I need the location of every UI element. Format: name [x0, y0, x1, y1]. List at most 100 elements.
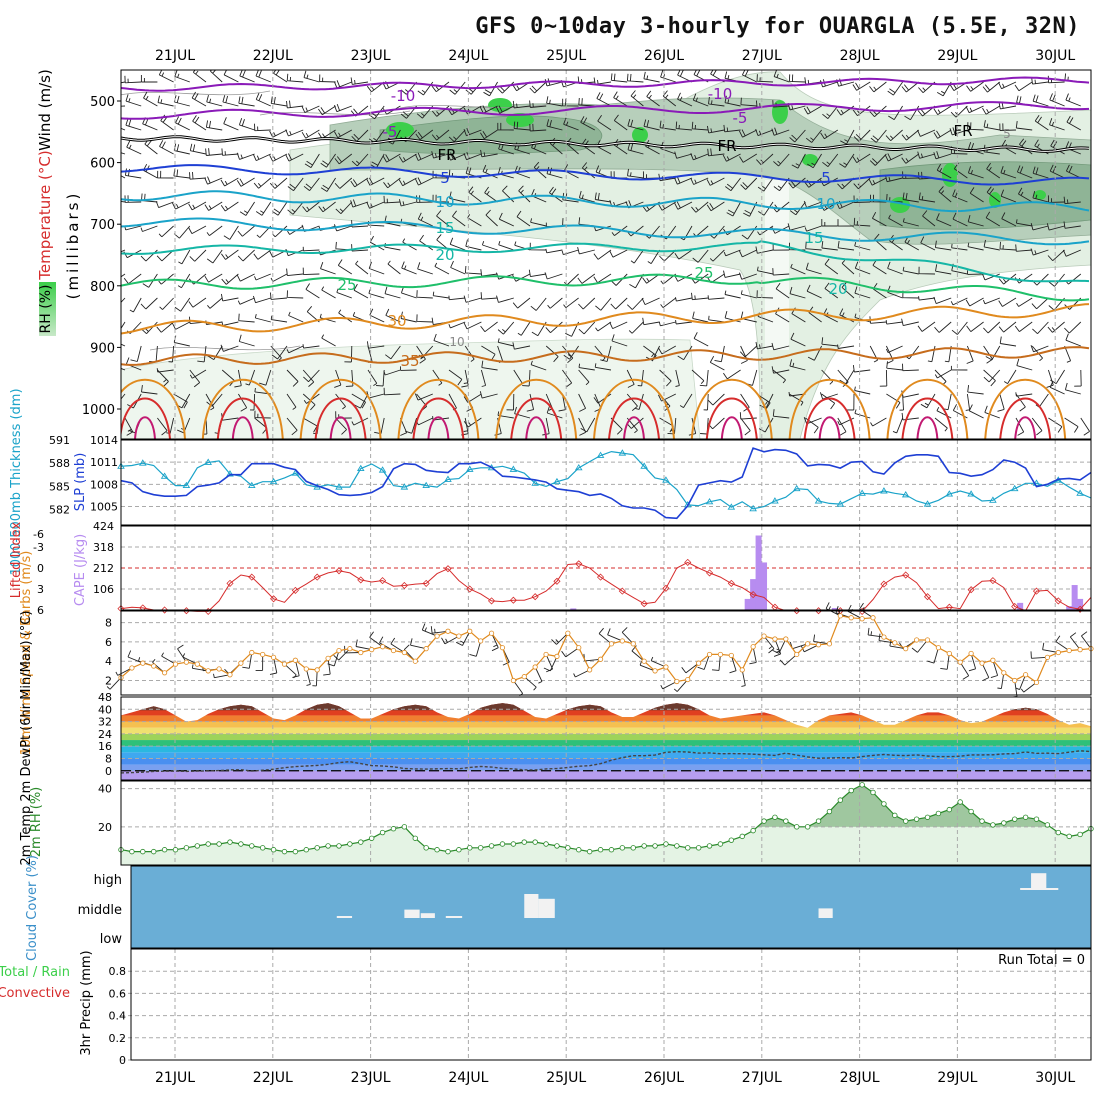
wind-speed-point [337, 648, 341, 652]
wind-barb [254, 250, 271, 259]
wind-speed-point [500, 645, 504, 649]
rh-point [555, 844, 560, 849]
wind-speed-point [609, 642, 613, 646]
rh-point [446, 849, 451, 854]
rh-point [511, 842, 516, 847]
rh-point [871, 790, 876, 795]
wind-barb [595, 298, 611, 310]
wind-barb [464, 296, 481, 303]
rh-point [740, 834, 745, 839]
wind-barb [190, 250, 206, 261]
contour-label: 10 [449, 335, 464, 349]
contour-surface-loop [820, 417, 840, 439]
wind-barb [708, 394, 724, 405]
lifted-index-line [121, 562, 1091, 611]
wind-barb [481, 292, 498, 299]
temp-band [121, 697, 1091, 703]
rh-point [860, 783, 865, 788]
day-label-bottom: 26JUL [644, 1070, 684, 1086]
wind-barb [611, 73, 627, 82]
wind-barb [1043, 643, 1059, 653]
rh-axis-label: RH (%) [38, 285, 54, 334]
wind-speed-point [675, 679, 679, 683]
wind-barb [578, 274, 595, 284]
wind-barb [1032, 322, 1048, 334]
wind-barb [629, 322, 643, 333]
contour-label: 15 [804, 229, 823, 247]
rh-point [991, 823, 996, 828]
wind-barb [531, 298, 546, 311]
wind-speed-point [795, 652, 799, 656]
wind-speed-point [250, 650, 254, 654]
wind-speed-point [686, 677, 690, 681]
wind-barb [1074, 370, 1081, 386]
wind-barb [642, 298, 660, 305]
wind-barb [256, 70, 271, 83]
rh-point [914, 817, 919, 822]
wind-speed-point [380, 645, 384, 649]
slp-line [121, 448, 1091, 518]
wind-barb [935, 322, 952, 333]
wind-speed-point [162, 671, 166, 675]
wind-barb [870, 346, 877, 362]
wind-barb [370, 309, 384, 322]
wind-speed-point [348, 646, 352, 650]
temp-band [121, 746, 1091, 752]
rh-point [784, 819, 789, 824]
wind-barb [126, 94, 141, 106]
wind-barb [870, 82, 887, 92]
wind-barb [481, 322, 498, 332]
rh-point [925, 815, 930, 820]
rh-point [936, 811, 941, 816]
cloud-block [421, 913, 435, 918]
rh-point [271, 847, 276, 852]
wind-speed-point [130, 666, 134, 670]
rh-point [980, 819, 985, 824]
wind-barb [1065, 418, 1079, 433]
rh-area-high [121, 781, 1091, 827]
wind-barb [370, 236, 384, 250]
wind-barb [780, 654, 797, 665]
wind-barb [175, 70, 190, 82]
wind-tick: 8 [105, 617, 112, 630]
wind-barb [497, 296, 514, 303]
rh-point [467, 846, 472, 851]
contour-label: 15 [435, 219, 454, 237]
wind-barb [627, 74, 643, 82]
temp-band [121, 734, 1091, 740]
cloud-level-label: low [100, 932, 123, 947]
wind-barb [207, 226, 222, 236]
contour-label: 25 [694, 264, 713, 282]
wind-barb [712, 654, 720, 670]
rh-point [576, 847, 581, 852]
wind-speed-point [577, 645, 581, 649]
wind-barb [302, 130, 319, 138]
rh-point [457, 847, 462, 852]
wind-barb [484, 82, 498, 96]
contour-label: 10 [435, 193, 454, 211]
contour-label: 5 [440, 169, 450, 187]
wind-speed-point [533, 665, 537, 669]
wind-barb [131, 346, 142, 362]
wind-barb [224, 69, 238, 82]
wind-barb [189, 298, 206, 307]
wind-barb [611, 298, 627, 309]
day-label-bottom: 23JUL [351, 1070, 391, 1086]
wind-barb [206, 120, 222, 130]
wind-barb [928, 346, 935, 362]
wind-barb [304, 71, 319, 82]
pressure-tick: 600 [90, 157, 115, 172]
rh-point [827, 809, 832, 814]
wind-barb [190, 144, 206, 154]
wind-barb [287, 290, 303, 298]
wind-speed-point [315, 668, 319, 672]
wind-barb [960, 662, 969, 679]
wind-barb [356, 261, 369, 274]
wind-speed-point [707, 652, 711, 656]
temp-tick: 24 [98, 728, 112, 741]
rh-point [130, 849, 135, 854]
cloud-block [404, 910, 419, 918]
rh-point [1002, 821, 1007, 826]
wind-barb [237, 153, 254, 160]
